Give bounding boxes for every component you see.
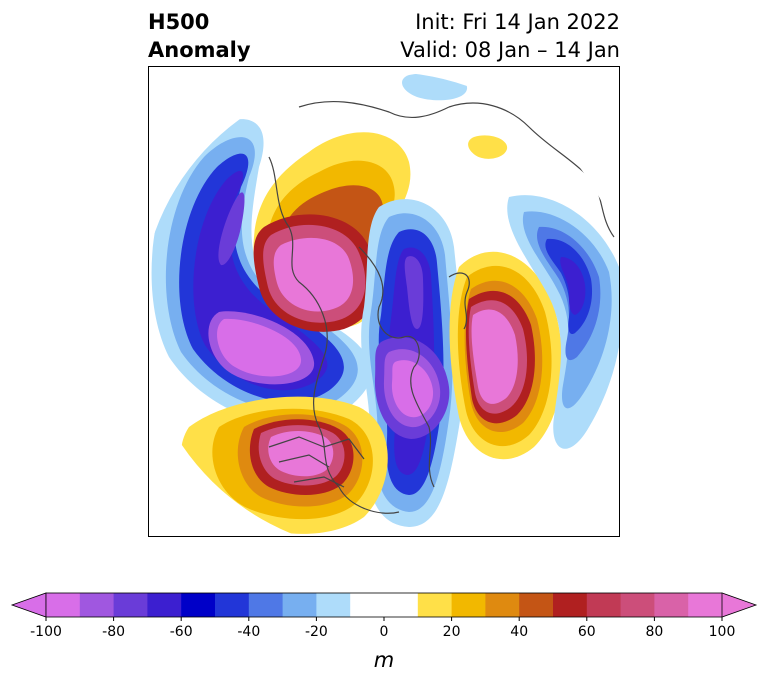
valid-period: Valid: 08 Jan – 14 Jan — [400, 38, 620, 62]
colorbar-swatch — [485, 593, 520, 617]
map-canvas — [149, 72, 619, 536]
anomaly-map — [148, 66, 620, 537]
anomaly-field — [149, 72, 619, 536]
colorbar-swatch — [519, 593, 554, 617]
title-variable: H500 — [148, 10, 210, 34]
colorbar-unit: m — [373, 648, 395, 672]
coastlines — [268, 100, 615, 514]
title-right: Init: Fri 14 Jan 2022 Valid: 08 Jan – 14… — [400, 8, 620, 64]
colorbar-swatch — [586, 593, 622, 617]
title-left: H500 Anomaly — [148, 8, 251, 64]
colorbar-swatch — [620, 593, 655, 617]
colorbar-swatch — [350, 593, 385, 617]
southwest-us-ridge — [181, 396, 388, 534]
colorbar-swatch — [688, 593, 723, 617]
colorbar-tick-label: -80 — [102, 624, 125, 640]
colorbar-tick-label: 0 — [380, 624, 389, 640]
pacific-trough — [151, 119, 372, 426]
colorbar-swatch — [451, 593, 486, 617]
arctic-ridge-spot — [468, 135, 508, 159]
colorbar-swatch — [248, 593, 284, 617]
colorbar-swatch — [215, 593, 250, 617]
colorbar-tick-label: -60 — [170, 624, 193, 640]
init-time: Init: Fri 14 Jan 2022 — [415, 10, 620, 34]
colorbar-tick-label: 40 — [510, 624, 528, 640]
colorbar: -100 -80 -60 -40 -20 0 20 40 60 80 100 — [0, 590, 768, 680]
colorbar-max-extend — [721, 592, 758, 618]
colorbar-min-extend — [10, 592, 47, 618]
title-field: Anomaly — [148, 38, 251, 62]
colorbar-swatch — [417, 593, 453, 617]
colorbar-swatch — [316, 593, 351, 617]
colorbar-svg: -100 -80 -60 -40 -20 0 20 40 60 80 100 — [10, 592, 758, 640]
colorbar-swatch — [654, 593, 689, 617]
colorbar-swatch — [113, 593, 148, 617]
colorbar-tick-label: 20 — [443, 624, 461, 640]
colorbar-swatch — [282, 593, 317, 617]
colorbar-tick-label: -20 — [305, 624, 328, 640]
colorbar-tick-label: 100 — [709, 624, 736, 640]
colorbar-swatch — [79, 593, 115, 617]
eastern-trough — [361, 199, 464, 527]
colorbar-tick-label: 80 — [645, 624, 663, 640]
colorbar-tick-label: 60 — [578, 624, 596, 640]
atlantic-ridge — [449, 251, 563, 460]
colorbar-tick-label: -100 — [30, 624, 62, 640]
colorbar-swatch — [46, 593, 81, 617]
colorbar-tick-label: -40 — [237, 624, 260, 640]
eurasian-trough — [507, 195, 619, 449]
colorbar-swatch — [553, 593, 588, 617]
colorbar-swatch — [181, 593, 216, 617]
colorbar-swatch — [147, 593, 182, 617]
colorbar-swatch — [384, 593, 419, 617]
